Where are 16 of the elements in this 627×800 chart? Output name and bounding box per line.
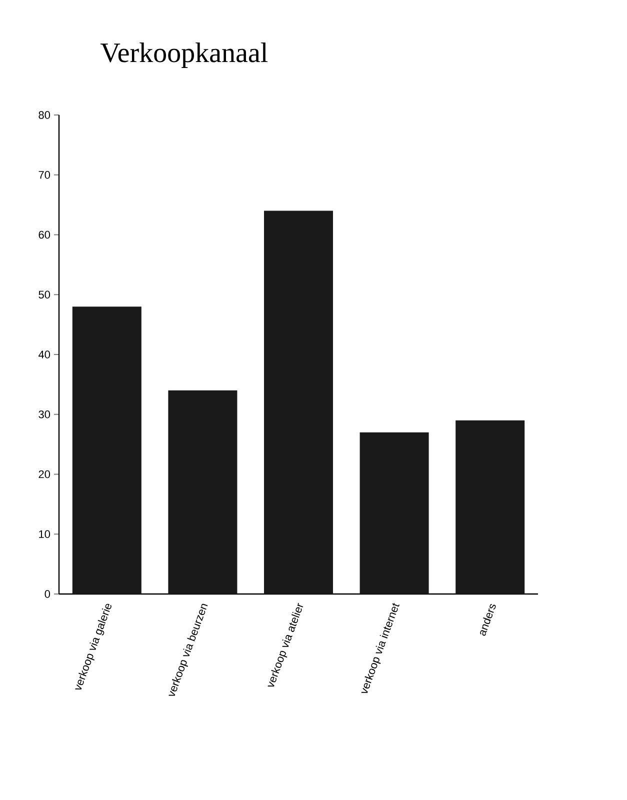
bar: [168, 390, 238, 594]
y-tick-label: 10: [39, 530, 50, 538]
bar: [264, 210, 333, 594]
y-tick-label: 70: [38, 170, 50, 179]
y-tick-label: 30: [38, 410, 50, 418]
y-tick-label: 60: [38, 230, 50, 239]
bar: [360, 432, 429, 594]
bar: [72, 306, 142, 594]
bar: [456, 420, 525, 594]
x-tick-label: anders: [480, 604, 496, 636]
y-tick-label: 40: [38, 350, 50, 358]
y-tick-label: 80: [38, 111, 50, 119]
y-tick-label: 20: [38, 470, 50, 478]
y-tick-label: 50: [38, 290, 50, 299]
chart-title: Verkoopkanaal: [100, 42, 268, 68]
y-tick-label: 0: [44, 590, 50, 598]
